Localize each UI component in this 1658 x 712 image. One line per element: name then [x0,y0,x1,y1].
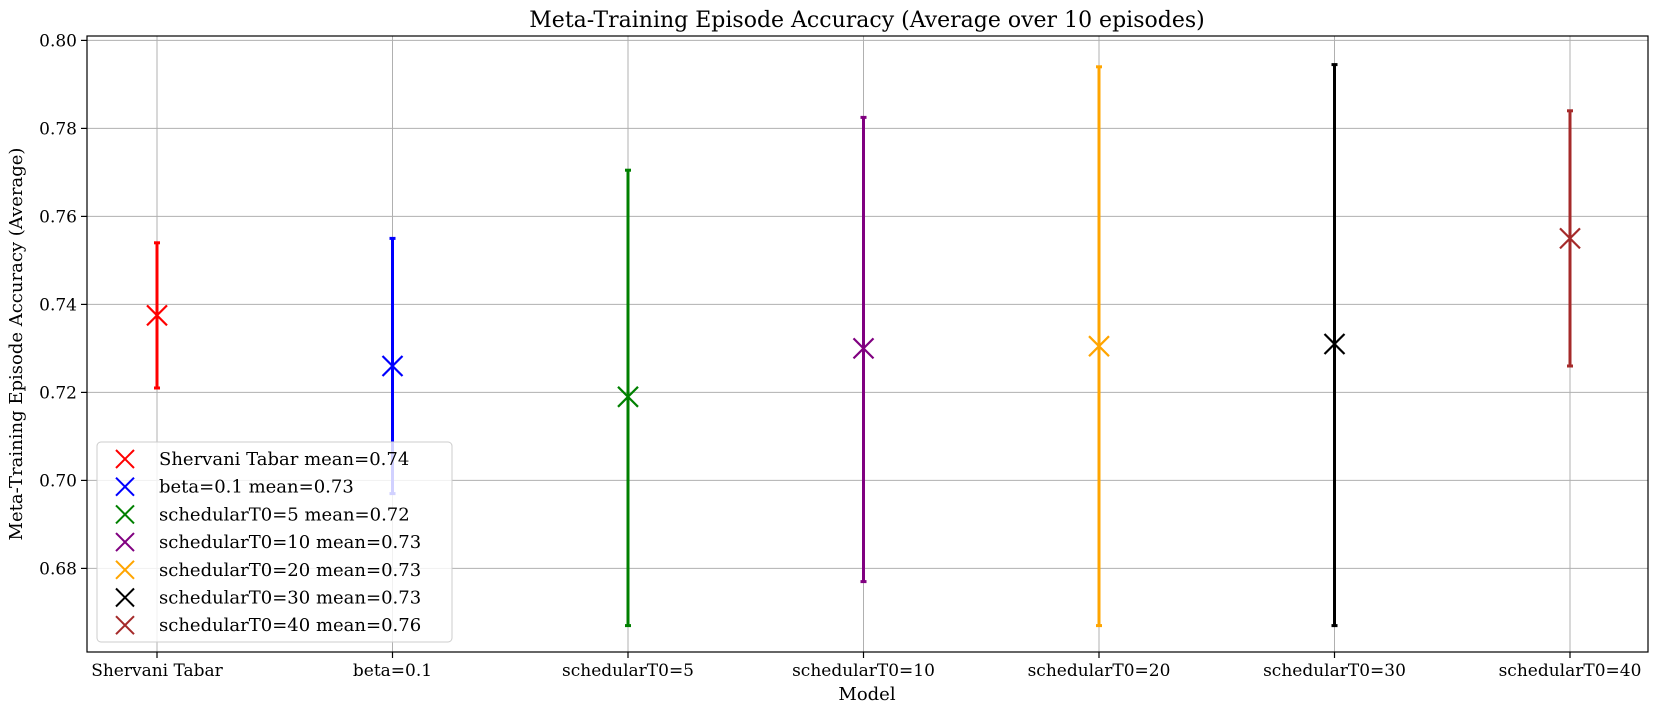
mean-markers [146,227,1581,408]
legend-label: schedularT0=20 mean=0.73 [159,560,421,581]
legend-item: schedularT0=10 mean=0.73 [115,532,421,553]
x-tick-label: schedularT0=5 [562,661,694,681]
x-tick-label: Shervani Tabar [91,661,223,681]
y-tick-label: 0.78 [39,119,77,139]
legend-label: beta=0.1 mean=0.73 [159,477,354,498]
x-axis-ticks: Shervani Tabar beta=0.1 schedularT0=5 sched… [91,652,1641,681]
y-tick-label: 0.76 [39,207,77,227]
plot-frame [86,35,1649,653]
mean-marker [381,355,404,377]
y-tick-label: 0.70 [39,471,77,491]
legend-marker [115,532,135,552]
y-axis-ticks: 0.68 0.70 0.72 0.74 0.76 0.78 0.80 [39,31,87,579]
legend-label: Shervani Tabar mean=0.74 [159,449,409,470]
x-axis-label: Model [838,684,895,705]
legend: Shervani Tabar mean=0.74 beta=0.1 mean=0.… [96,441,453,643]
legend-item: schedularT0=40 mean=0.76 [115,615,421,636]
mean-marker [1088,335,1110,357]
mean-marker [1323,333,1346,355]
y-tick-label: 0.74 [39,295,77,315]
x-tick-label: schedularT0=40 [1499,661,1642,681]
legend-item: beta=0.1 mean=0.73 [115,476,354,498]
mean-marker [852,337,875,360]
mean-marker [146,304,168,327]
legend-marker [115,449,135,469]
legend-marker [115,504,135,525]
mean-marker [1559,227,1581,250]
legend-item: schedularT0=5 mean=0.72 [115,504,410,525]
chart-title: Meta-Training Episode Accuracy (Average … [529,8,1204,33]
y-axis-label: Meta-Training Episode Accuracy (Average) [6,148,27,541]
y-tick-label: 0.80 [39,31,77,51]
x-tick-label: schedularT0=10 [792,661,935,681]
mean-marker [617,386,639,408]
y-tick-label: 0.68 [39,559,77,579]
x-tick-label: schedularT0=30 [1263,661,1406,681]
legend-marker [115,587,135,608]
x-tick-label: schedularT0=20 [1028,661,1171,681]
legend-label: schedularT0=10 mean=0.73 [159,532,421,553]
legend-item: Shervani Tabar mean=0.74 [115,449,409,470]
y-tick-label: 0.72 [39,383,77,403]
legend-item: schedularT0=20 mean=0.73 [115,560,421,581]
x-tick-label: beta=0.1 [353,661,432,681]
legend-label: schedularT0=30 mean=0.73 [159,588,421,609]
legend-label: schedularT0=5 mean=0.72 [159,504,410,525]
legend-marker [115,560,135,580]
legend-marker [115,615,135,635]
legend-marker [115,476,135,497]
legend-box [96,441,453,643]
legend-label: schedularT0=40 mean=0.76 [159,615,421,636]
legend-item: schedularT0=30 mean=0.73 [115,587,421,609]
